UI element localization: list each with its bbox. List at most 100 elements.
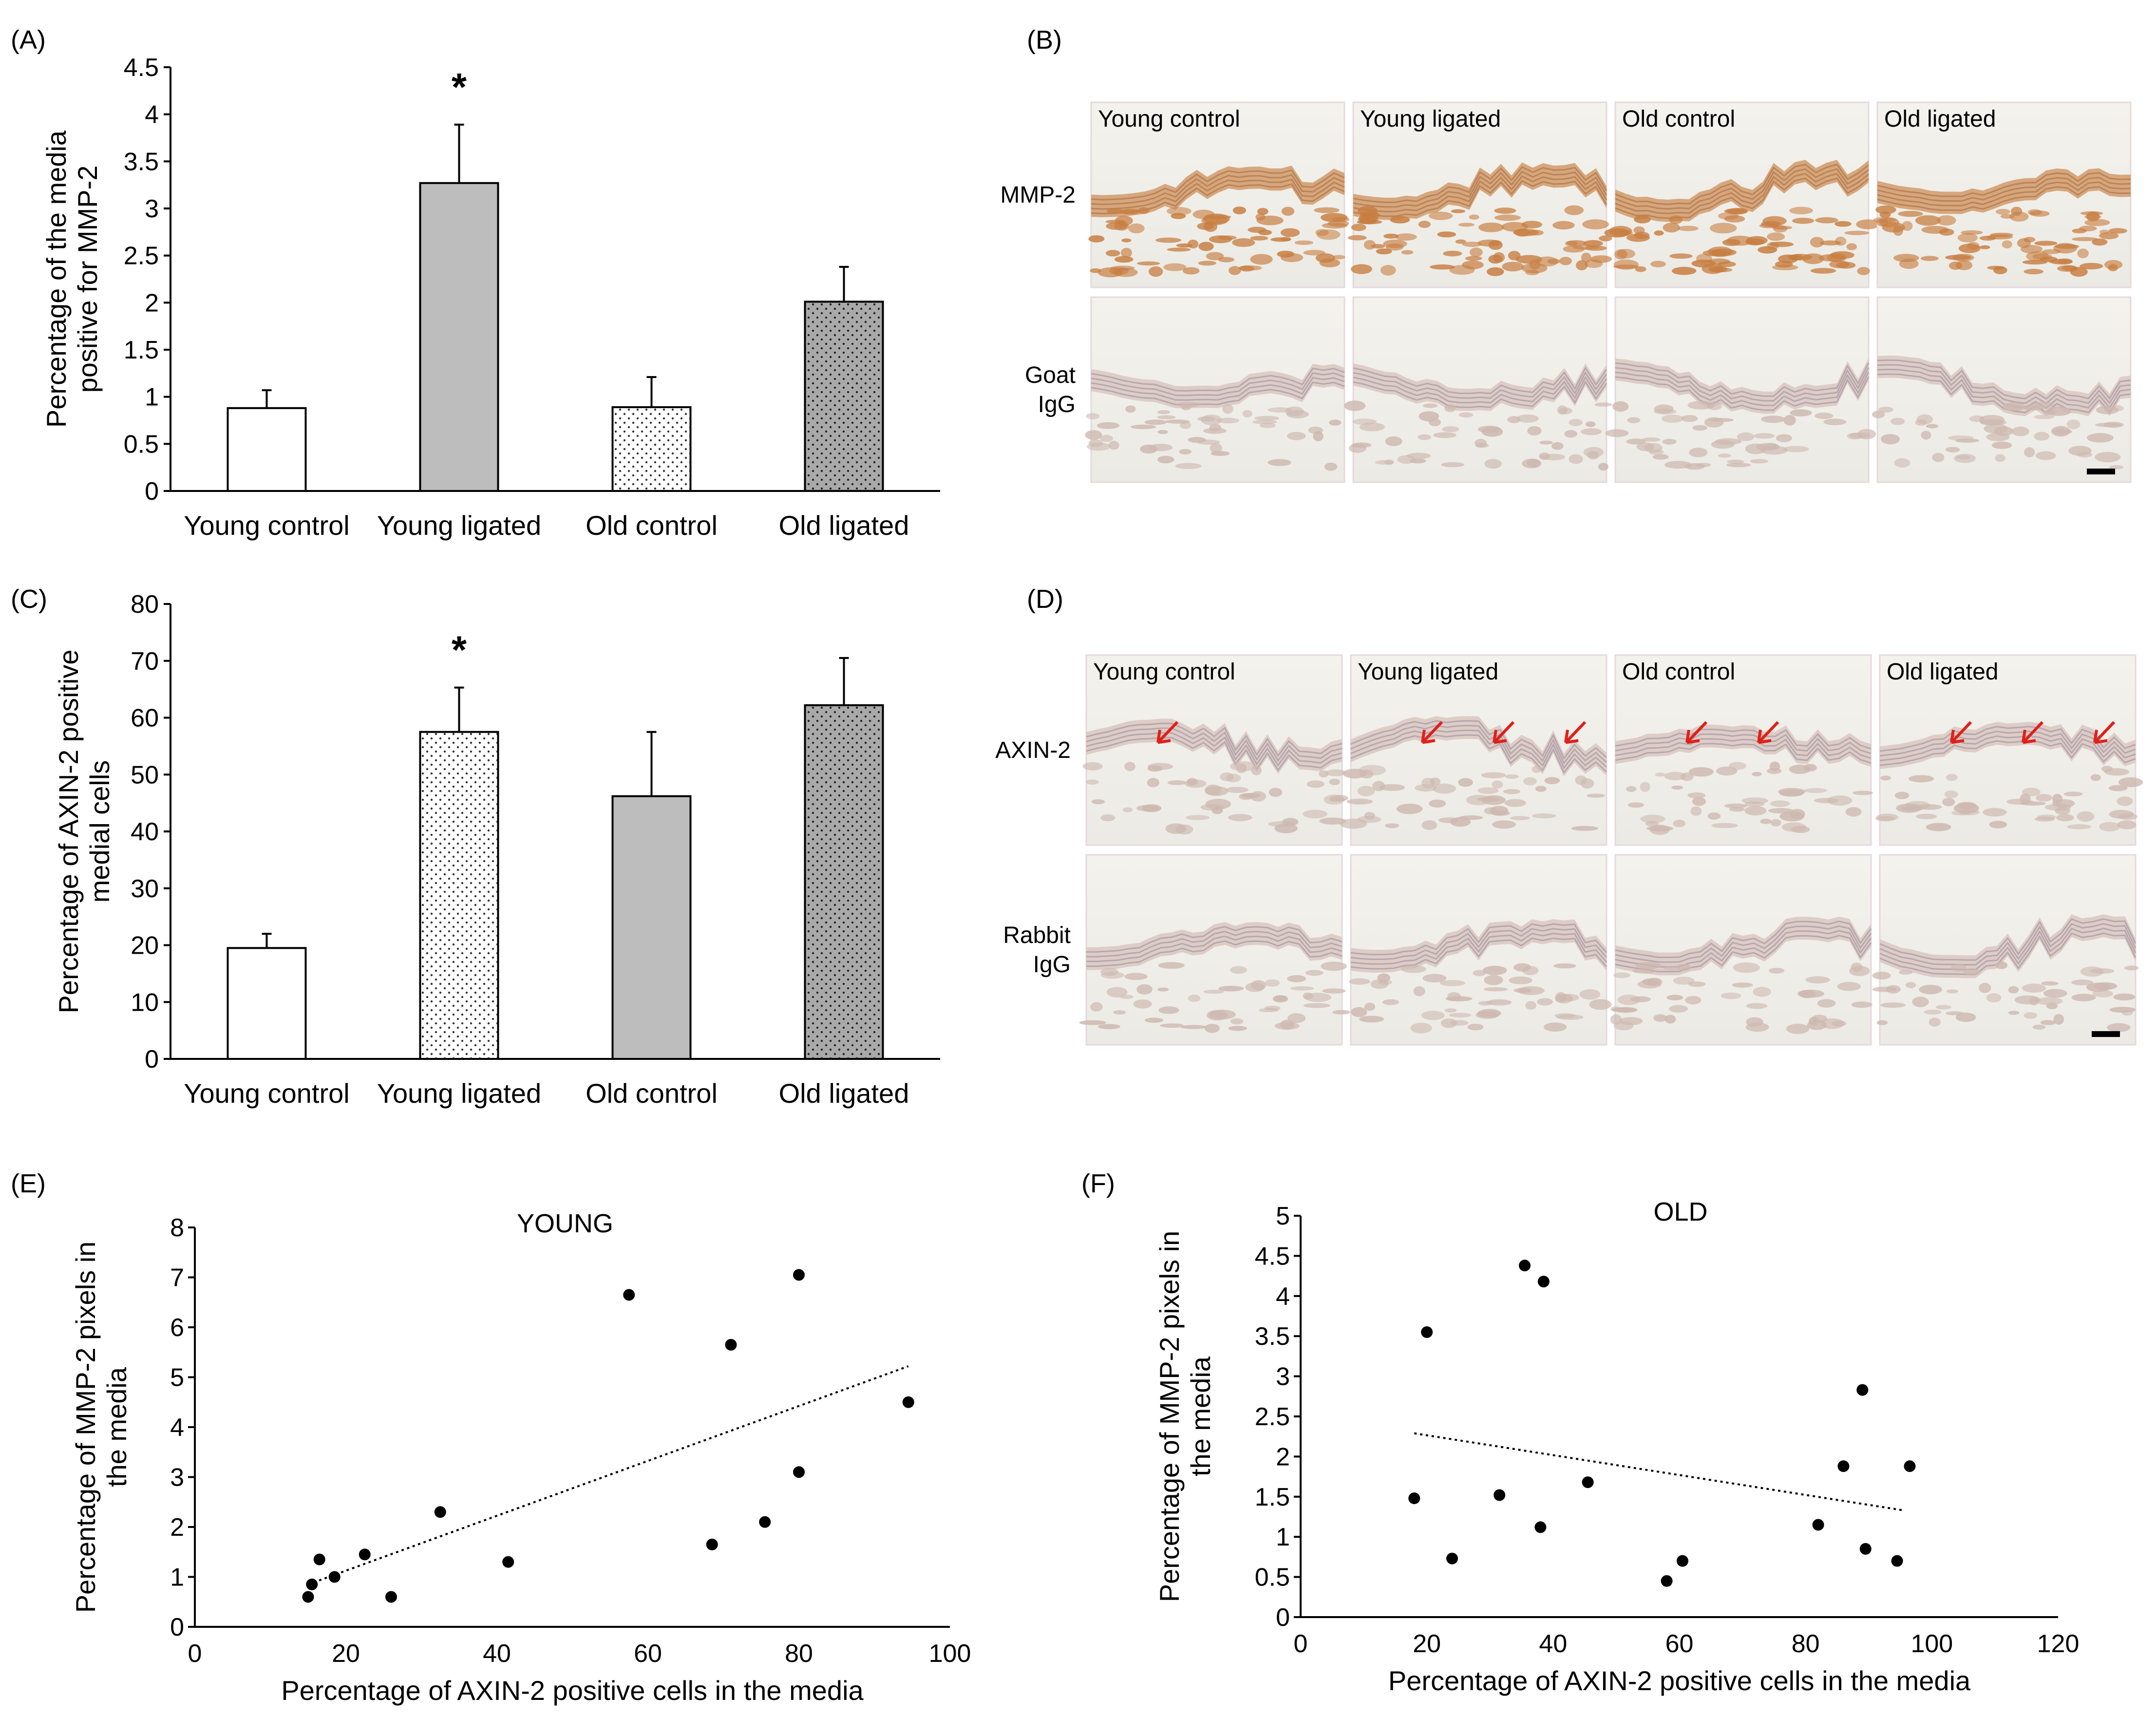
micro-d-adventitia-fiber bbox=[1832, 1020, 1847, 1027]
micro-d-adventitia-fiber bbox=[1287, 1013, 1306, 1023]
micro-d-adventitia-fiber bbox=[1413, 986, 1425, 997]
micro-b-adventitia-fiber bbox=[1409, 458, 1426, 464]
micro-b-adventitia-fiber bbox=[1627, 417, 1641, 423]
chart-e-ytick-label: 2 bbox=[170, 1513, 184, 1542]
chart-a-ytick-label: 0 bbox=[145, 477, 159, 506]
micro-d-adventitia-fiber bbox=[1385, 823, 1400, 829]
chart-f-y-axis-label: the media bbox=[1185, 1356, 1216, 1476]
micro-d-adventitia-fiber bbox=[1664, 1015, 1676, 1024]
micro-d-adventitia-fiber bbox=[1503, 789, 1521, 794]
chart-a-bar bbox=[611, 406, 692, 492]
micro-b-adventitia-fiber bbox=[1385, 244, 1404, 251]
chart-f-x-axis-label: Percentage of AXIN-2 positive cells in t… bbox=[1388, 1665, 1971, 1696]
micro-b-adventitia-fiber bbox=[1585, 421, 1596, 427]
chart-e-data-point bbox=[623, 1289, 635, 1301]
chart-a-bar bbox=[804, 301, 884, 492]
micro-b-adventitia-fiber bbox=[1652, 454, 1669, 460]
micro-d-adventitia-fiber bbox=[2022, 788, 2041, 796]
micro-b-adventitia-fiber bbox=[1376, 248, 1392, 255]
micro-b-adventitia-fiber bbox=[1120, 247, 1132, 258]
micro-d-adventitia-fiber bbox=[1321, 961, 1347, 971]
micro-b-elastic-lamina bbox=[1353, 371, 1608, 399]
micro-d-adventitia-fiber bbox=[1439, 980, 1465, 986]
micro-d-adventitia-fiber bbox=[1449, 1013, 1472, 1018]
micro-b-adventitia-fiber bbox=[1149, 266, 1163, 277]
bar-chart-mmp2: 0 0.5 1 1.5 2 2.5 3 3.5 4 4.5 Young control Young l… bbox=[41, 54, 940, 541]
micro-d-adventitia-fiber bbox=[2014, 995, 2041, 1005]
micro-d-adventitia-fiber bbox=[1513, 963, 1532, 972]
micro-b-adventitia-fiber bbox=[1210, 443, 1222, 453]
micro-d-adventitia-fiber bbox=[1481, 795, 1506, 805]
chart-f-ytick-label: 5 bbox=[1276, 1202, 1290, 1230]
micro-d-adventitia-fiber bbox=[1983, 808, 2007, 817]
chart-a-y-axis-label: positive for MMP-2 bbox=[72, 166, 103, 393]
micro-b-adventitia-fiber bbox=[1718, 453, 1731, 458]
chart-f-data-point bbox=[1421, 1326, 1433, 1338]
micro-b-adventitia-fiber bbox=[1256, 215, 1284, 226]
micro-b-adventitia-fiber bbox=[1248, 226, 1267, 233]
micro-d-adventitia-fiber bbox=[1963, 968, 1981, 976]
micro-d-elastic-lamina bbox=[1086, 727, 1343, 762]
micro-d-adventitia-fiber bbox=[1753, 986, 1771, 997]
micro-d-adventitia-fiber bbox=[1421, 820, 1437, 830]
micro-b-adventitia-fiber bbox=[1669, 215, 1683, 224]
chart-e-data-point bbox=[302, 1591, 314, 1603]
micro-d-adventitia-fiber bbox=[1543, 1022, 1567, 1032]
micro-b-adventitia-fiber bbox=[1281, 207, 1295, 216]
micro-d-adventitia-fiber bbox=[2109, 810, 2134, 819]
micro-b-adventitia-fiber bbox=[1484, 459, 1502, 469]
micro-b-adventitia-fiber bbox=[1954, 453, 1976, 463]
micro-b-adventitia-fiber bbox=[1932, 452, 1945, 462]
chart-f-data-point bbox=[1856, 1384, 1869, 1396]
micro-b-adventitia-fiber bbox=[1613, 264, 1639, 269]
micro-d-elastic-lamina bbox=[1615, 925, 1872, 963]
chart-e-xtick-label: 20 bbox=[332, 1640, 360, 1668]
micro-b-adventitia-fiber bbox=[1789, 207, 1814, 215]
micro-d-marker-arrow bbox=[2093, 721, 2116, 744]
micro-d-adventitia-fiber bbox=[2063, 792, 2083, 796]
panel-label-a: (A) bbox=[11, 25, 46, 55]
micro-d-adventitia-fiber bbox=[1082, 762, 1103, 771]
micro-d-adventitia-fiber bbox=[1946, 989, 1958, 994]
micro-d-adventitia-fiber bbox=[1729, 807, 1745, 812]
micro-b-adventitia-fiber bbox=[1664, 461, 1692, 469]
micro-b-adventitia-fiber bbox=[1891, 417, 1905, 425]
micro-d-elastic-lamina bbox=[1086, 926, 1343, 953]
micro-d-adventitia-fiber bbox=[1133, 999, 1152, 1009]
micro-d-adventitia-fiber bbox=[1781, 822, 1806, 832]
micro-b-adventitia-fiber bbox=[1948, 435, 1974, 441]
micro-b-adventitia-fiber bbox=[1758, 246, 1778, 254]
micro-d-adventitia-fiber bbox=[1290, 986, 1314, 991]
micro-d-adventitia-fiber bbox=[1640, 782, 1650, 792]
micro-d-adventitia-fiber bbox=[1477, 1009, 1501, 1018]
chart-e-data-point bbox=[385, 1591, 397, 1603]
micro-b-adventitia-fiber bbox=[1313, 431, 1324, 441]
micro-d-elastic-lamina bbox=[1879, 740, 2136, 766]
micro-b-adventitia-fiber bbox=[2055, 244, 2080, 249]
micro-b-adventitia-fiber bbox=[1726, 463, 1751, 468]
micro-d-adventitia-fiber bbox=[2008, 986, 2019, 994]
micro-b-adventitia-fiber bbox=[1677, 226, 1699, 231]
chart-e-x-axis-label: Percentage of AXIN-2 positive cells in t… bbox=[281, 1675, 864, 1706]
micro-b-adventitia-fiber bbox=[1451, 209, 1466, 213]
micro-b-adventitia-fiber bbox=[1359, 422, 1385, 432]
micro-b-elastic-lamina bbox=[1877, 368, 2131, 409]
chart-f-xtick-label: 100 bbox=[1910, 1630, 1953, 1658]
micro-b-adventitia-fiber bbox=[1157, 430, 1168, 434]
micro-d-adventitia-fiber bbox=[1955, 1012, 1976, 1022]
chart-f-ytick-label: 2.5 bbox=[1255, 1403, 1290, 1431]
micro-d-adventitia-fiber bbox=[2022, 983, 2046, 993]
micro-b-adventitia-fiber bbox=[1516, 414, 1539, 423]
micro-b-elastic-lamina bbox=[1091, 377, 1345, 401]
micro-b-adventitia-fiber bbox=[1144, 419, 1167, 425]
micro-d-adventitia-fiber bbox=[1319, 770, 1329, 778]
micro-d-adventitia-fiber bbox=[2117, 796, 2133, 806]
micro-d-adventitia-fiber bbox=[1926, 823, 1951, 831]
micro-b-elastic-lamina bbox=[1877, 364, 2131, 405]
micro-b-adventitia-fiber bbox=[1167, 247, 1191, 252]
micro-d-adventitia-fiber bbox=[2107, 1023, 2131, 1032]
micro-d-adventitia-fiber bbox=[1664, 772, 1686, 780]
chart-f-data-point bbox=[1534, 1521, 1547, 1533]
micro-d-adventitia-fiber bbox=[1158, 1006, 1179, 1014]
micro-d-adventitia-fiber bbox=[1837, 981, 1861, 991]
